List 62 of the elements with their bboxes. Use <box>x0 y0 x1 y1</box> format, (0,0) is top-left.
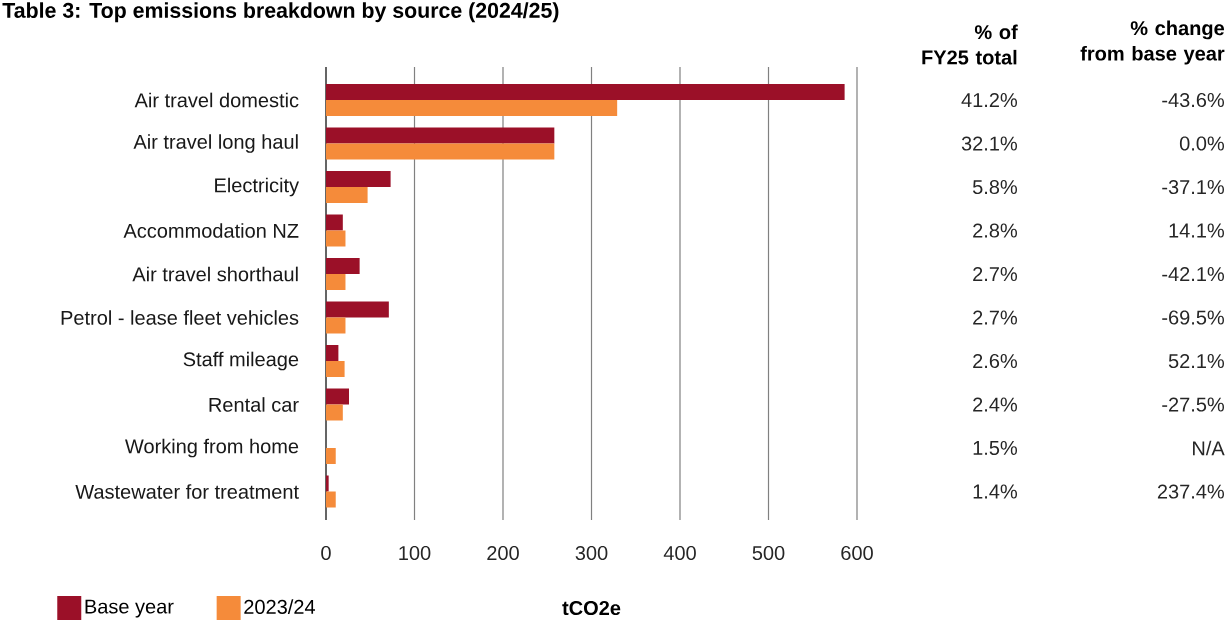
x-axis-title: tCO2e <box>562 600 621 616</box>
text: -43.6% <box>1162 92 1225 108</box>
bar <box>326 274 346 291</box>
chart-title: Table 3: Top emissions breakdown by source (2024/25) <box>2 2 559 23</box>
x-tick-label: 500 <box>752 545 785 561</box>
text: 41.2% <box>961 92 1018 108</box>
y-tick-label: Electricity <box>215 177 300 197</box>
y-tick-label: Staff mileage <box>183 351 299 371</box>
y-tick-label: Wastewater for treatment <box>75 484 299 499</box>
text: 32.1% <box>961 136 1018 151</box>
bar <box>326 171 391 187</box>
bar <box>326 187 368 203</box>
bar <box>326 317 346 334</box>
y-tick-label: Accommodation NZ <box>123 223 299 238</box>
text: -69.5% <box>1162 310 1225 325</box>
bar <box>326 214 343 231</box>
y-tick-label: Air travel long haul <box>133 134 298 153</box>
text: 2.4% <box>973 397 1018 412</box>
bar <box>326 361 345 377</box>
x-tick-label: 300 <box>575 545 608 561</box>
y-tick-label: Air travel shorthaul <box>132 266 298 282</box>
text: 2.6% <box>973 353 1018 369</box>
text: 1.4% <box>973 484 1018 499</box>
text: 2.8% <box>973 223 1018 238</box>
text: 1.5% <box>973 440 1018 456</box>
x-tick-label: 600 <box>841 545 873 561</box>
bar <box>326 491 336 508</box>
x-tick-label: 400 <box>663 545 696 561</box>
bar <box>326 388 350 405</box>
legend-label: 2023/24 <box>244 599 316 614</box>
text: % change from base year <box>1080 20 1225 65</box>
text: 2.7% <box>973 266 1018 282</box>
text: 14.1% <box>1169 223 1225 238</box>
bar <box>326 258 360 274</box>
x-tick-label: 100 <box>399 545 431 561</box>
bar <box>326 143 555 160</box>
text: 237.4% <box>1157 484 1225 499</box>
y-tick-label: Air travel domestic <box>134 92 299 108</box>
bar <box>326 475 329 492</box>
text: % of FY25 total <box>922 24 1018 65</box>
text: 52.1% <box>1168 353 1225 369</box>
bar <box>326 84 845 100</box>
text: -37.1% <box>1162 179 1225 195</box>
text: N/A <box>1193 440 1225 456</box>
bar <box>326 100 618 116</box>
text: -42.1% <box>1162 266 1225 282</box>
y-tick-label: Working from home <box>125 438 299 458</box>
bar <box>326 301 389 318</box>
text: 5.8% <box>972 179 1018 195</box>
y-tick-label: Petrol - lease fleet vehicles <box>61 310 299 325</box>
y-tick-label: Rental car <box>209 397 299 412</box>
bar <box>326 404 343 421</box>
x-tick-label: 200 <box>487 545 519 561</box>
bar <box>326 345 339 361</box>
text: 2.7% <box>973 310 1018 325</box>
legend-label: Base year <box>85 599 174 618</box>
text: -27.5% <box>1162 397 1225 412</box>
bar <box>326 448 336 464</box>
bar <box>326 127 555 144</box>
bar <box>326 230 346 247</box>
text: 0.0% <box>1179 136 1225 151</box>
x-tick-label: 0 <box>321 545 331 561</box>
